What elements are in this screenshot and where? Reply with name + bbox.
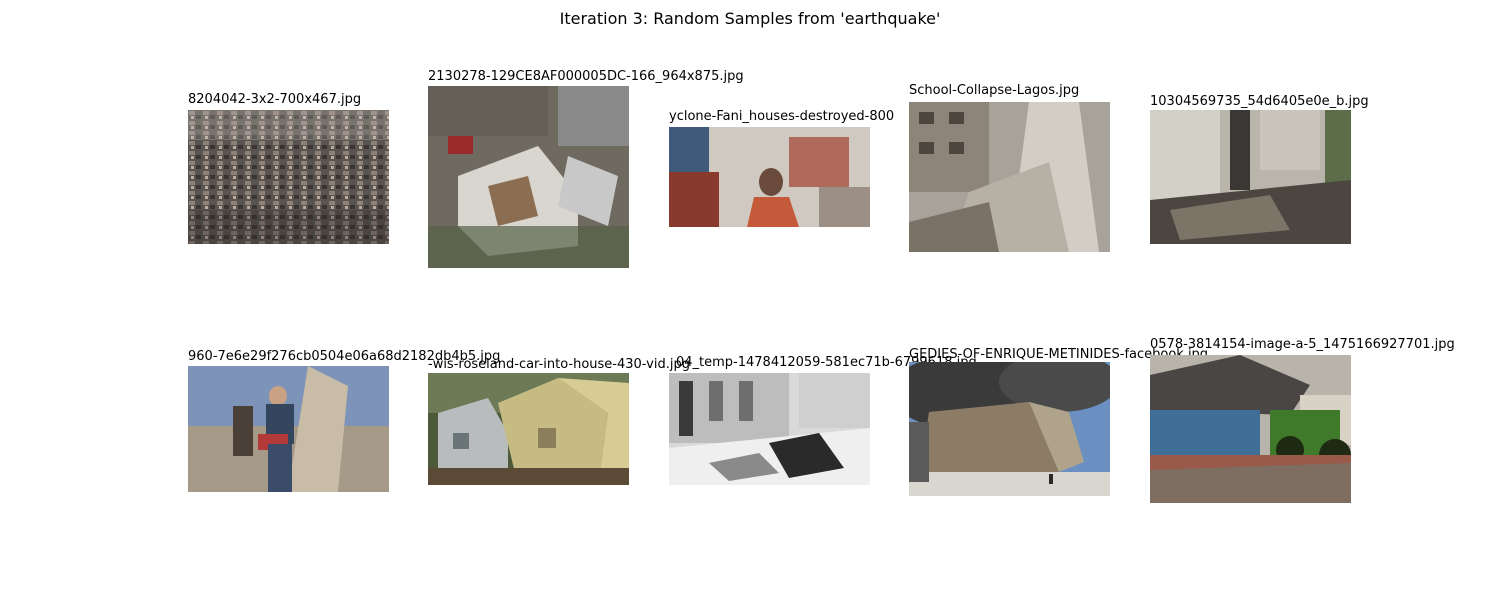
sample-thumbnail xyxy=(669,373,870,485)
sample-thumbnail xyxy=(1150,355,1351,503)
aerial-view-destroyed-city-photo xyxy=(188,110,389,244)
tractor-by-crushed-house-photo xyxy=(1150,355,1351,503)
sample-thumbnail xyxy=(428,86,629,268)
figure-title: Iteration 3: Random Samples from 'earthq… xyxy=(559,9,941,28)
sample-label: -wis-roseland-car-into-house-430-vid.jpg xyxy=(428,357,690,372)
man-carrying-debris-photo xyxy=(188,366,389,492)
tilted-house-photo xyxy=(428,373,629,485)
sample-label: 0578-3814154-image-a-5_1475166927701.jpg xyxy=(1150,337,1455,352)
sample-label: 04_temp-1478412059-581ec71b-6799618.jpg xyxy=(676,355,977,370)
sample-thumbnail xyxy=(669,127,870,227)
sample-thumbnail xyxy=(909,102,1110,252)
sample-label: 8204042-3x2-700x467.jpg xyxy=(188,92,362,107)
damaged-interior-rubble-photo xyxy=(1150,110,1351,244)
sample-thumbnail xyxy=(188,366,389,492)
black-white-street-rubble-photo xyxy=(669,373,870,485)
sample-label: 10304569735_54d6405e0e_b.jpg xyxy=(1150,94,1369,109)
sample-label: GEDIES-OF-ENRIQUE-METINIDES-facebook.jpg xyxy=(909,347,1209,362)
sample-thumbnail xyxy=(1150,110,1351,244)
sample-label: 960-7e6e29f276cb0504e06a68d2182db4b5.jpg xyxy=(188,349,501,364)
sample-thumbnail xyxy=(188,110,389,244)
woman-in-damaged-room-photo xyxy=(669,127,870,227)
collapsed-building-photo xyxy=(909,102,1110,252)
sample-label: 2130278-129CE8AF000005DC-166_964x875.jpg xyxy=(428,69,744,84)
sample-label: School-Collapse-Lagos.jpg xyxy=(909,83,1080,98)
sample-thumbnail xyxy=(428,373,629,485)
sample-label: yclone-Fani_houses-destroyed-800 xyxy=(669,109,895,124)
collapsed-house-debris-photo xyxy=(428,86,629,268)
sample-thumbnail xyxy=(909,362,1110,496)
smoking-building-collapse-photo xyxy=(909,362,1110,496)
